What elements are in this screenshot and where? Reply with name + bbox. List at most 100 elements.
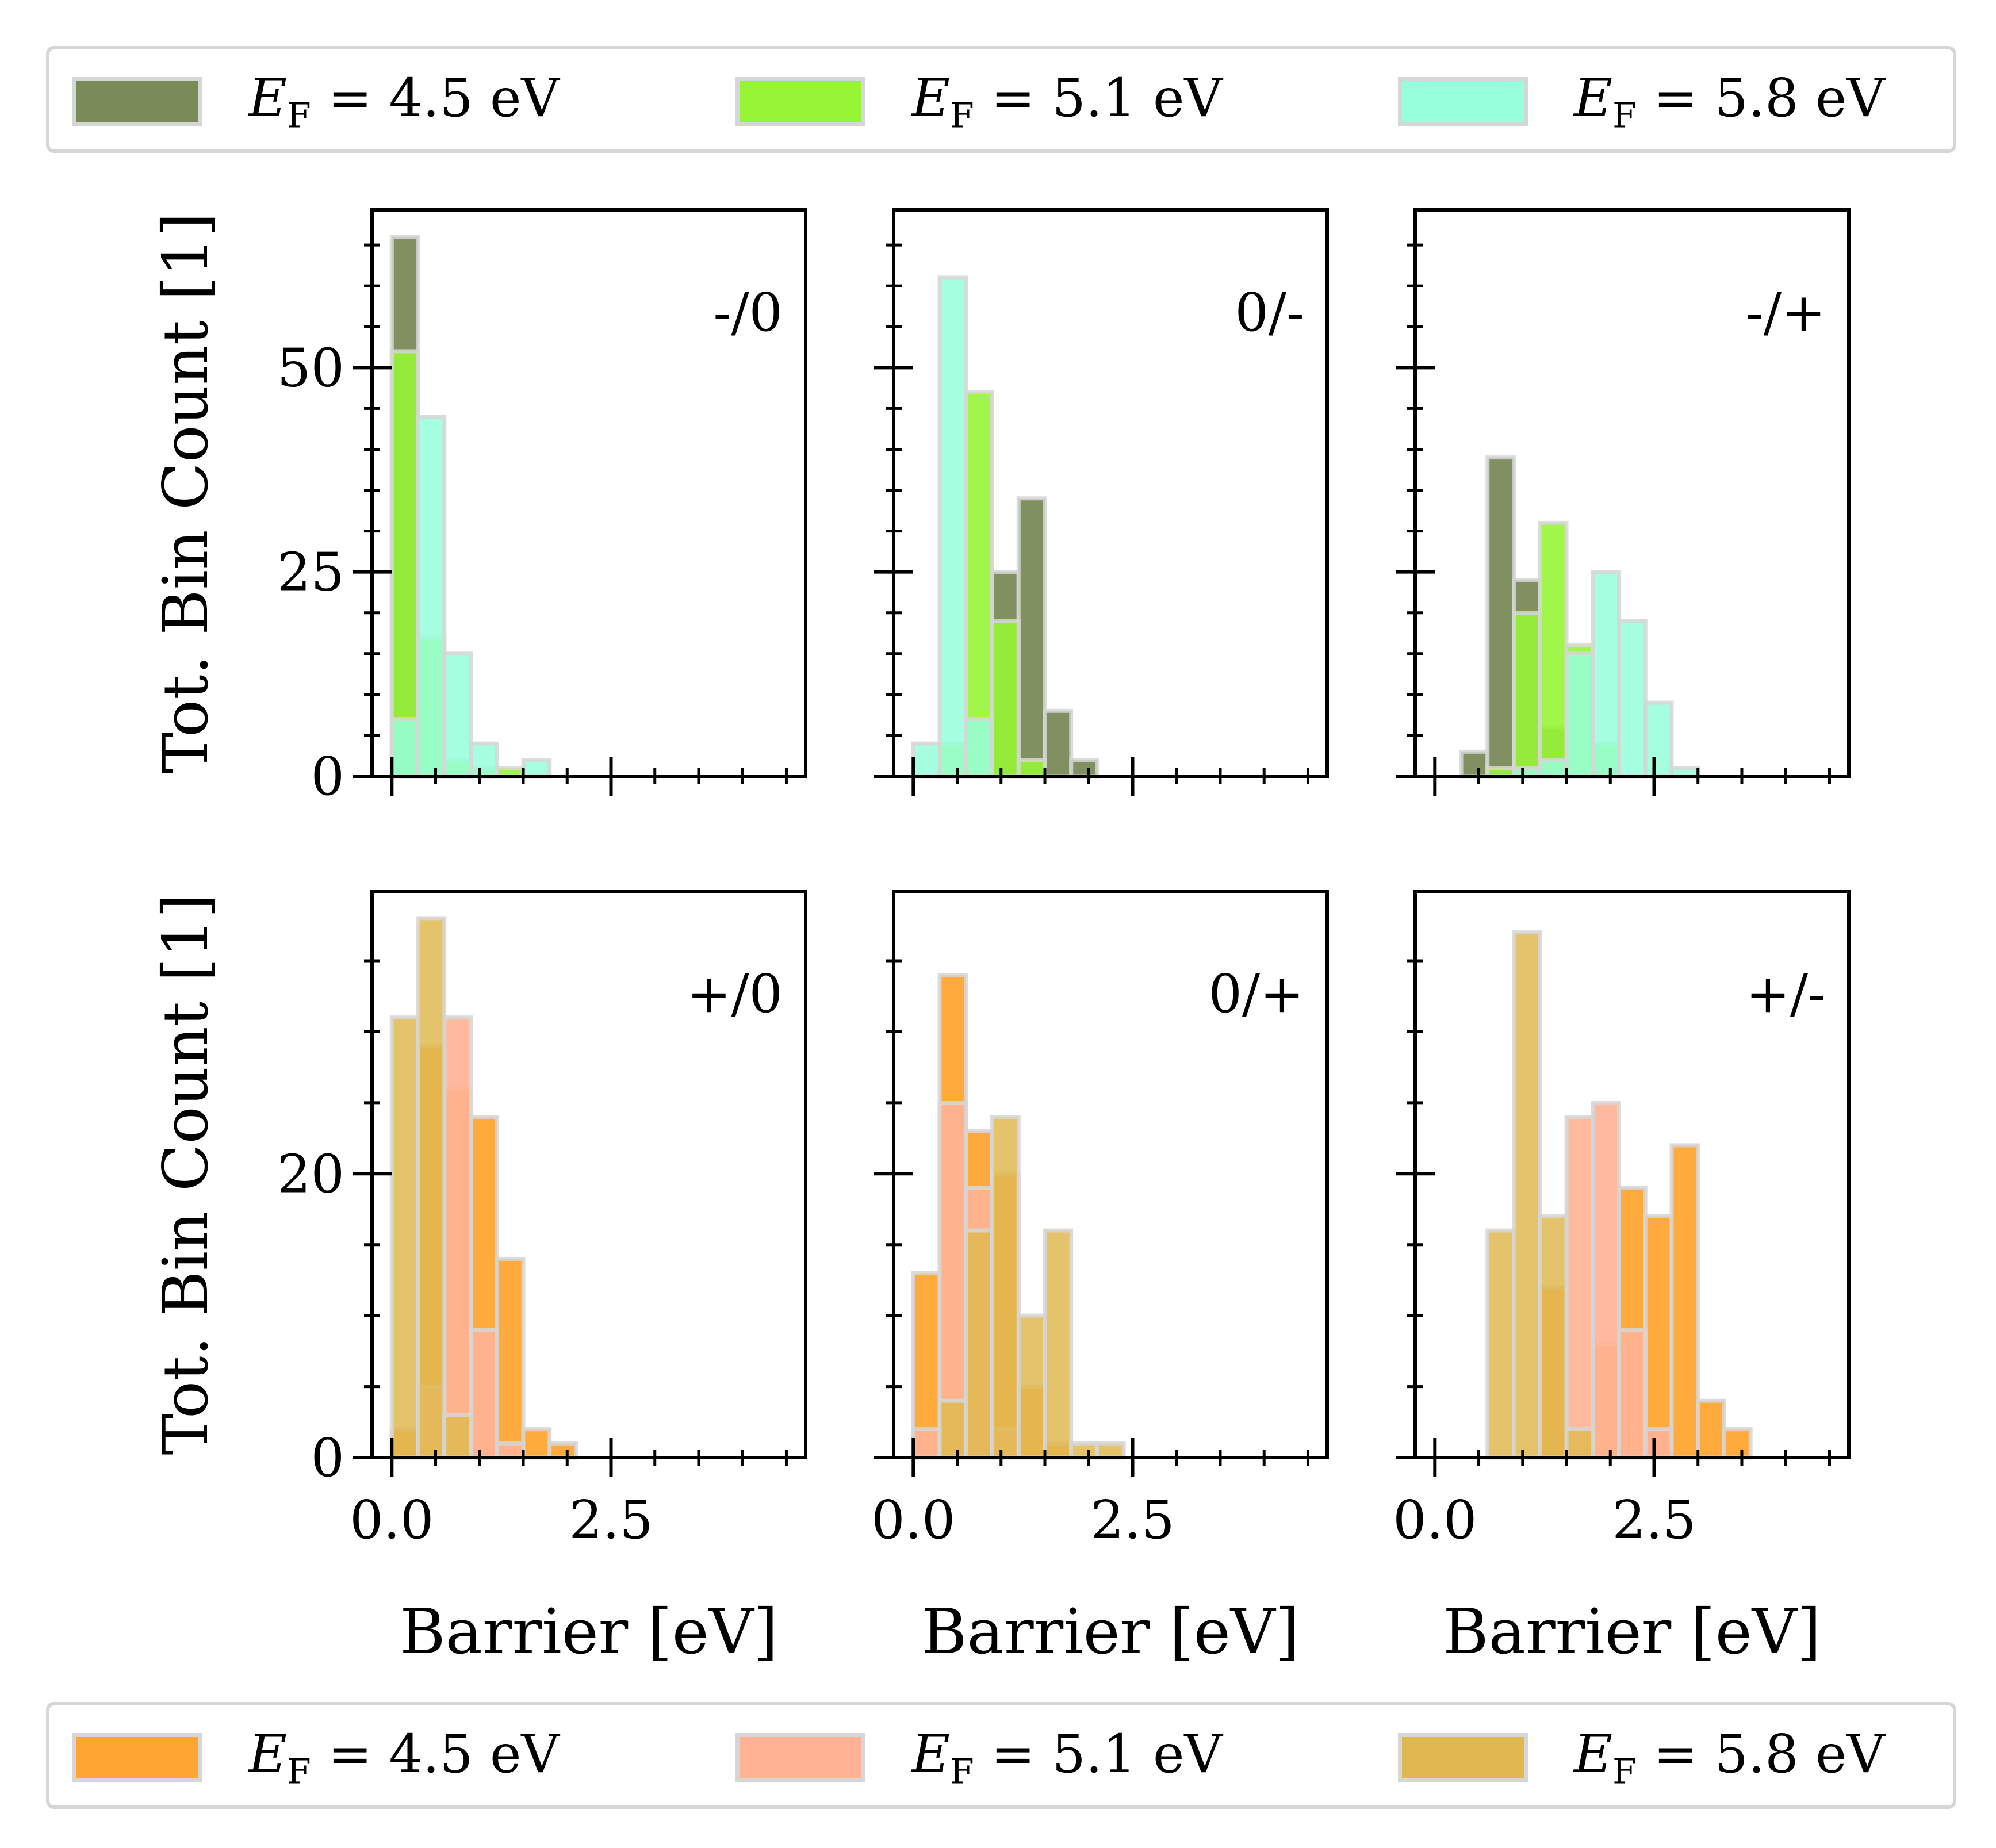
panel-0-plus: 0.0 2.5 0/+ Barrier [eV] xyxy=(871,890,1329,1668)
histogram-bar xyxy=(1459,749,1490,779)
histogram-bar xyxy=(1643,1427,1674,1460)
histogram-bar xyxy=(937,275,968,779)
histogram-bar xyxy=(389,1015,420,1460)
histogram-bar xyxy=(911,1271,942,1460)
histogram-bar xyxy=(911,741,942,779)
histogram-bar xyxy=(416,916,447,1460)
y-tick-label: 50 xyxy=(277,337,344,398)
legend-swatch xyxy=(1398,77,1528,126)
histogram-bar xyxy=(1043,708,1074,779)
y-tick-label: 0 xyxy=(311,746,344,807)
histogram-bar xyxy=(964,1228,995,1460)
legend-label: EF = 5.8 eV xyxy=(1574,1723,1885,1792)
histogram-bar xyxy=(1722,1427,1753,1460)
legend-bottom: EF = 4.5 eV EF = 5.1 eV EF = 5.8 eV xyxy=(46,1702,1956,1809)
y-tick-label: 20 xyxy=(277,1143,344,1205)
legend-entry: EF = 4.5 eV xyxy=(72,67,560,136)
legend-label: EF = 4.5 eV xyxy=(248,1723,560,1792)
histogram-bar xyxy=(1643,700,1674,779)
histogram-bar xyxy=(1512,611,1542,779)
y-tick-label: 0 xyxy=(311,1427,344,1489)
axes-frame xyxy=(892,208,1329,778)
legend-swatch xyxy=(72,1733,202,1782)
histogram-bar xyxy=(1591,1101,1622,1460)
histogram-bar xyxy=(1643,1214,1674,1460)
histogram-bar xyxy=(521,1427,552,1460)
histogram-bar xyxy=(1617,1328,1648,1460)
panel-label: 0/- xyxy=(1235,282,1304,343)
histogram-bar xyxy=(937,1398,968,1460)
histogram-bar xyxy=(1564,1427,1595,1460)
panel-label: 0/+ xyxy=(1208,963,1304,1025)
histogram-bar xyxy=(442,1413,473,1460)
histogram-bar xyxy=(1564,1115,1595,1460)
histogram-bar xyxy=(495,1256,526,1460)
x-tick-label: 2.5 xyxy=(1090,1489,1174,1551)
axes-frame xyxy=(370,208,807,778)
histogram-bar xyxy=(1564,651,1595,779)
legend-swatch xyxy=(735,1733,865,1782)
legend-entry: EF = 5.1 eV xyxy=(735,1723,1223,1792)
histogram-bar xyxy=(1095,1441,1126,1460)
legend-label: EF = 5.1 eV xyxy=(911,67,1223,136)
panel-plus-minus: 0.0 2.5 +/- Barrier [eV] xyxy=(1393,890,1851,1668)
y-axis-label: Tot. Bin Count [1] xyxy=(150,212,222,773)
histogram-bar xyxy=(1016,758,1047,779)
panel-label: +/- xyxy=(1746,963,1826,1025)
histogram-bar xyxy=(911,1427,942,1460)
histogram-bar xyxy=(442,1015,473,1460)
legend-label: EF = 5.1 eV xyxy=(911,1723,1223,1792)
histogram-bar xyxy=(495,1441,526,1460)
legend-entry: EF = 4.5 eV xyxy=(72,1723,560,1792)
histogram-bar xyxy=(389,717,420,779)
legend-entry: EF = 5.1 eV xyxy=(735,67,1223,136)
x-axis-label: Barrier [eV] xyxy=(1443,1596,1821,1668)
panel-0-minus: 0/- xyxy=(874,208,1329,796)
x-tick-label: 0.0 xyxy=(350,1489,434,1551)
legend-swatch xyxy=(72,77,202,126)
histogram-bar xyxy=(1043,1228,1074,1460)
histogram-bar xyxy=(964,717,995,779)
histogram-bar xyxy=(442,651,473,779)
x-tick-label: 2.5 xyxy=(569,1489,653,1551)
legend-label: EF = 5.8 eV xyxy=(1574,67,1885,136)
panel-label: -/0 xyxy=(713,282,783,343)
axes-frame xyxy=(1413,208,1851,778)
histogram-bar xyxy=(1512,930,1542,1460)
x-axis-label: Barrier [eV] xyxy=(921,1596,1300,1668)
y-tick-label: 25 xyxy=(277,542,344,603)
histogram-bar xyxy=(1538,520,1569,779)
histogram-bar xyxy=(1485,455,1516,779)
histogram-bar xyxy=(1538,758,1569,779)
panel-plus-0: 0 20 0.0 2.5 +/0 Barrier [eV] Tot. Bin Count [… xyxy=(150,890,807,1668)
legend-top: EF = 4.5 eV EF = 5.1 eV EF = 5.8 eV xyxy=(46,46,1956,153)
x-tick-label: 0.0 xyxy=(1393,1489,1477,1551)
histogram-bar xyxy=(1485,1228,1516,1460)
legend-entry: EF = 5.8 eV xyxy=(1398,1723,1885,1792)
x-tick-label: 0.0 xyxy=(871,1489,955,1551)
histogram-bar xyxy=(1016,1313,1047,1460)
histogram-bar xyxy=(1069,758,1100,779)
histogram-bar xyxy=(547,1441,579,1460)
histogram-bar xyxy=(389,349,420,779)
histogram-bar xyxy=(1669,1143,1700,1460)
y-axis-label: Tot. Bin Count [1] xyxy=(150,894,222,1455)
panel-minus-plus: -/+ xyxy=(1396,208,1851,796)
panel-label: -/+ xyxy=(1746,282,1826,343)
panel-minus-0: 0 25 50 -/0 Tot. Bin Count [1] xyxy=(150,208,807,807)
histogram-bar xyxy=(469,1328,499,1460)
legend-label: EF = 4.5 eV xyxy=(248,67,560,136)
histogram-bar xyxy=(990,619,1021,779)
histogram-bar xyxy=(1016,496,1047,779)
histogram-bar xyxy=(990,1115,1021,1460)
legend-entry: EF = 5.8 eV xyxy=(1398,67,1885,136)
histogram-bar xyxy=(469,741,499,779)
histogram-bar xyxy=(521,758,552,779)
panel-label: +/0 xyxy=(687,963,783,1025)
histogram-bar xyxy=(1591,570,1622,779)
histogram-bar xyxy=(416,415,447,779)
x-tick-label: 2.5 xyxy=(1612,1489,1696,1551)
histogram-bar xyxy=(1069,1441,1100,1460)
histogram-bar xyxy=(1617,619,1648,779)
x-axis-label: Barrier [eV] xyxy=(400,1596,778,1668)
